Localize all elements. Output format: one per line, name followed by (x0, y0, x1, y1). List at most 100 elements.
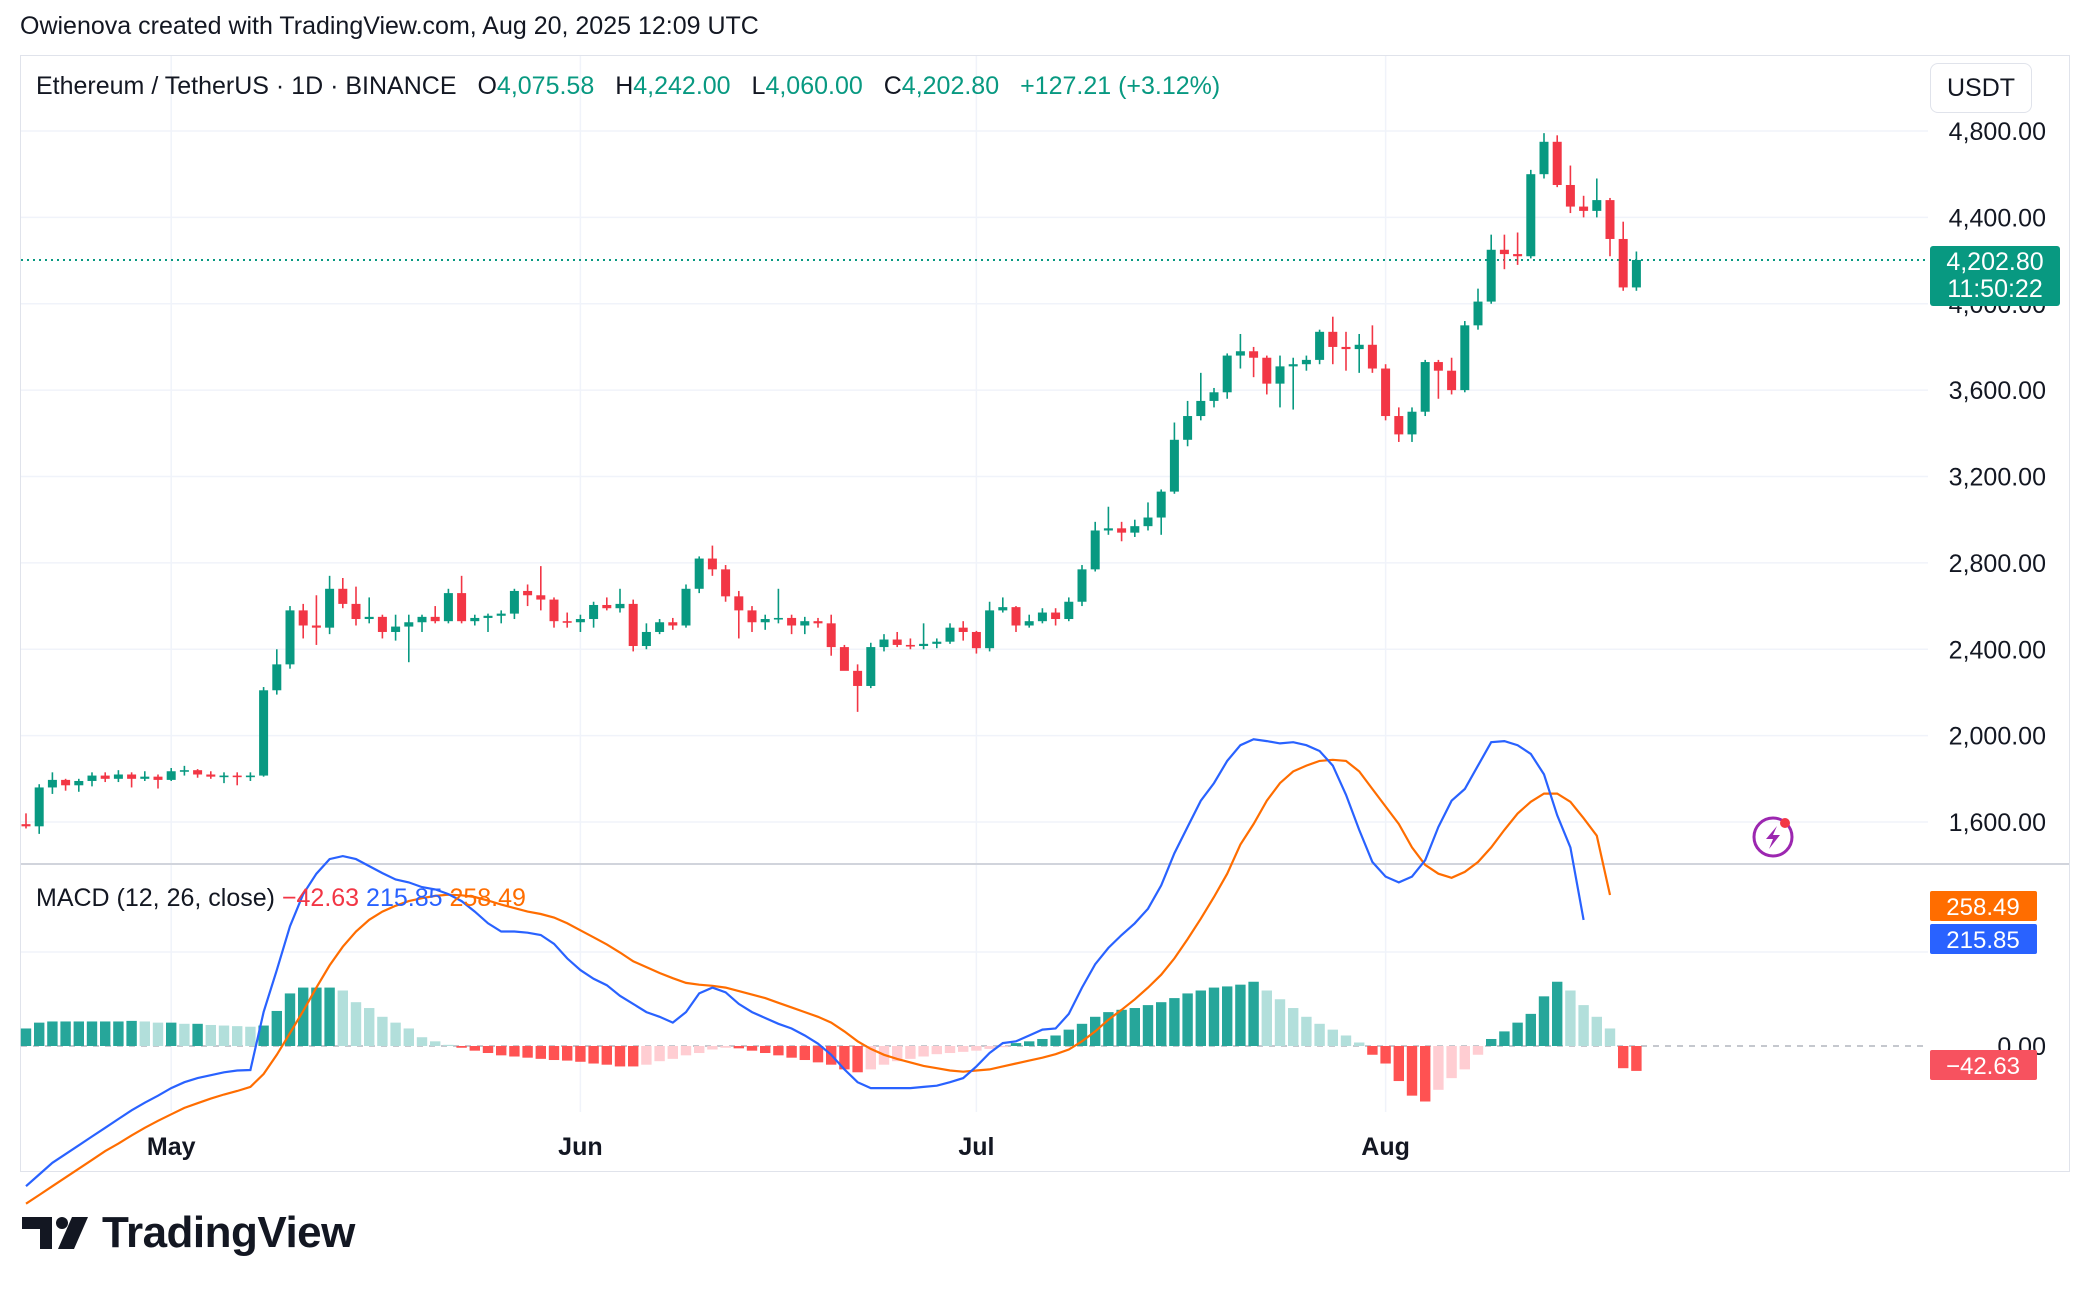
macd-histogram-bar (760, 1046, 771, 1054)
macd-histogram-bar (1406, 1046, 1418, 1096)
macd-line-tag-value: 215.85 (1946, 927, 2019, 954)
candle (470, 614, 480, 626)
macd-histogram-bar (944, 1046, 956, 1054)
candle (457, 575, 467, 624)
macd-indicator-title[interactable]: MACD (12, 26, close) (36, 884, 275, 912)
candle (892, 631, 902, 648)
candle (1024, 614, 1034, 628)
macd-histogram-bar (271, 1010, 282, 1046)
candle (1407, 407, 1417, 442)
time-tick-label: Jul (958, 1133, 994, 1161)
macd-histogram-bar (47, 1021, 58, 1046)
candle (536, 566, 546, 611)
macd-histogram-bar (430, 1041, 441, 1046)
candle (1539, 133, 1549, 179)
candle (1460, 321, 1470, 393)
candle (1631, 251, 1641, 291)
candle (866, 642, 876, 689)
candle (232, 772, 242, 786)
macd-histogram-bar (812, 1046, 824, 1063)
candle (1077, 565, 1087, 607)
candle (1064, 597, 1074, 622)
macd-histogram-bar (720, 1046, 731, 1048)
macd-histogram-bar (1604, 1028, 1616, 1046)
macd-histogram-bar (337, 990, 348, 1046)
macd-histogram-bar (86, 1021, 98, 1046)
candle (998, 597, 1008, 613)
candle (575, 614, 585, 632)
last-price-value: 4,202.80 (1946, 248, 2043, 276)
macd-histogram-bar (575, 1046, 586, 1062)
open-label: O (477, 72, 497, 100)
macd-histogram-bar (522, 1046, 533, 1058)
candle (87, 772, 97, 787)
macd-histogram-bar (1301, 1016, 1312, 1046)
candle (1301, 355, 1311, 371)
candle (1183, 400, 1193, 447)
candle (668, 617, 678, 630)
macd-legend: MACD (12, 26, close) −42.63 215.85 258.4… (36, 884, 526, 913)
symbol-title[interactable]: Ethereum / TetherUS · 1D · BINANCE (36, 72, 457, 100)
candle-countdown: 11:50:22 (1947, 275, 2042, 303)
candle (747, 606, 757, 632)
candle (179, 765, 189, 776)
candle (1592, 178, 1602, 218)
candle (47, 772, 57, 794)
macd-histogram-bar (218, 1025, 230, 1046)
chart-caption: Owienova created with TradingView.com, A… (20, 12, 759, 40)
candle (694, 556, 704, 594)
time-axis[interactable]: May Jun Jul Aug (147, 1133, 1410, 1161)
lightning-icon[interactable] (1752, 816, 1794, 858)
candle (734, 590, 744, 639)
grid-lines (21, 56, 1928, 1112)
candle (641, 623, 651, 650)
time-tick-label: Aug (1361, 1133, 1410, 1161)
candle (1354, 333, 1364, 373)
price-tick-label: 3,200.00 (1949, 464, 2046, 492)
macd-histogram-bar (482, 1046, 494, 1054)
currency-button[interactable]: USDT (1930, 63, 2032, 113)
macd-histogram-bar (60, 1021, 71, 1046)
candle (298, 603, 308, 639)
candle (1262, 355, 1272, 395)
macd-histogram-bar (1010, 1043, 1022, 1046)
macd-histogram-bar (364, 1008, 375, 1046)
macd-histogram-tag-value: −42.63 (1946, 1053, 2020, 1080)
macd-histogram-bar (667, 1046, 678, 1059)
candle (1288, 357, 1298, 410)
candle (839, 644, 849, 671)
macd-legend-macd: 215.85 (366, 884, 443, 912)
macd-histogram-bar (311, 987, 322, 1046)
candle (562, 612, 572, 628)
price-tick-label: 2,000.00 (1949, 723, 2046, 751)
macd-histogram-bar (390, 1022, 401, 1046)
candle (721, 565, 731, 602)
candle (615, 588, 625, 613)
macd-histogram-bar (1169, 998, 1180, 1046)
candle (1447, 357, 1457, 395)
macd-histogram-bar (1552, 981, 1563, 1046)
candle (140, 771, 150, 781)
candle (787, 614, 797, 635)
candle (1103, 506, 1113, 535)
close-label: C (883, 72, 902, 100)
macd-histogram-bar (443, 1044, 454, 1046)
candle (1513, 232, 1523, 265)
candle (1090, 521, 1100, 572)
candle (1222, 353, 1232, 399)
tradingview-logo[interactable]: TradingView (22, 1208, 355, 1258)
candle (417, 614, 427, 632)
macd-histogram-bar (1472, 1046, 1484, 1055)
candle (443, 588, 453, 624)
macd-histogram-bar (958, 1046, 969, 1052)
macd-histogram-bar (152, 1022, 164, 1046)
macd-histogram-bar (1222, 986, 1233, 1046)
macd-histogram-bar (786, 1046, 797, 1058)
macd-histogram-bar (707, 1046, 718, 1050)
macd-histogram-bar (377, 1016, 388, 1046)
macd-histogram-bar (628, 1046, 639, 1067)
candle (1196, 372, 1206, 421)
candle (509, 588, 519, 620)
candle (958, 621, 968, 641)
